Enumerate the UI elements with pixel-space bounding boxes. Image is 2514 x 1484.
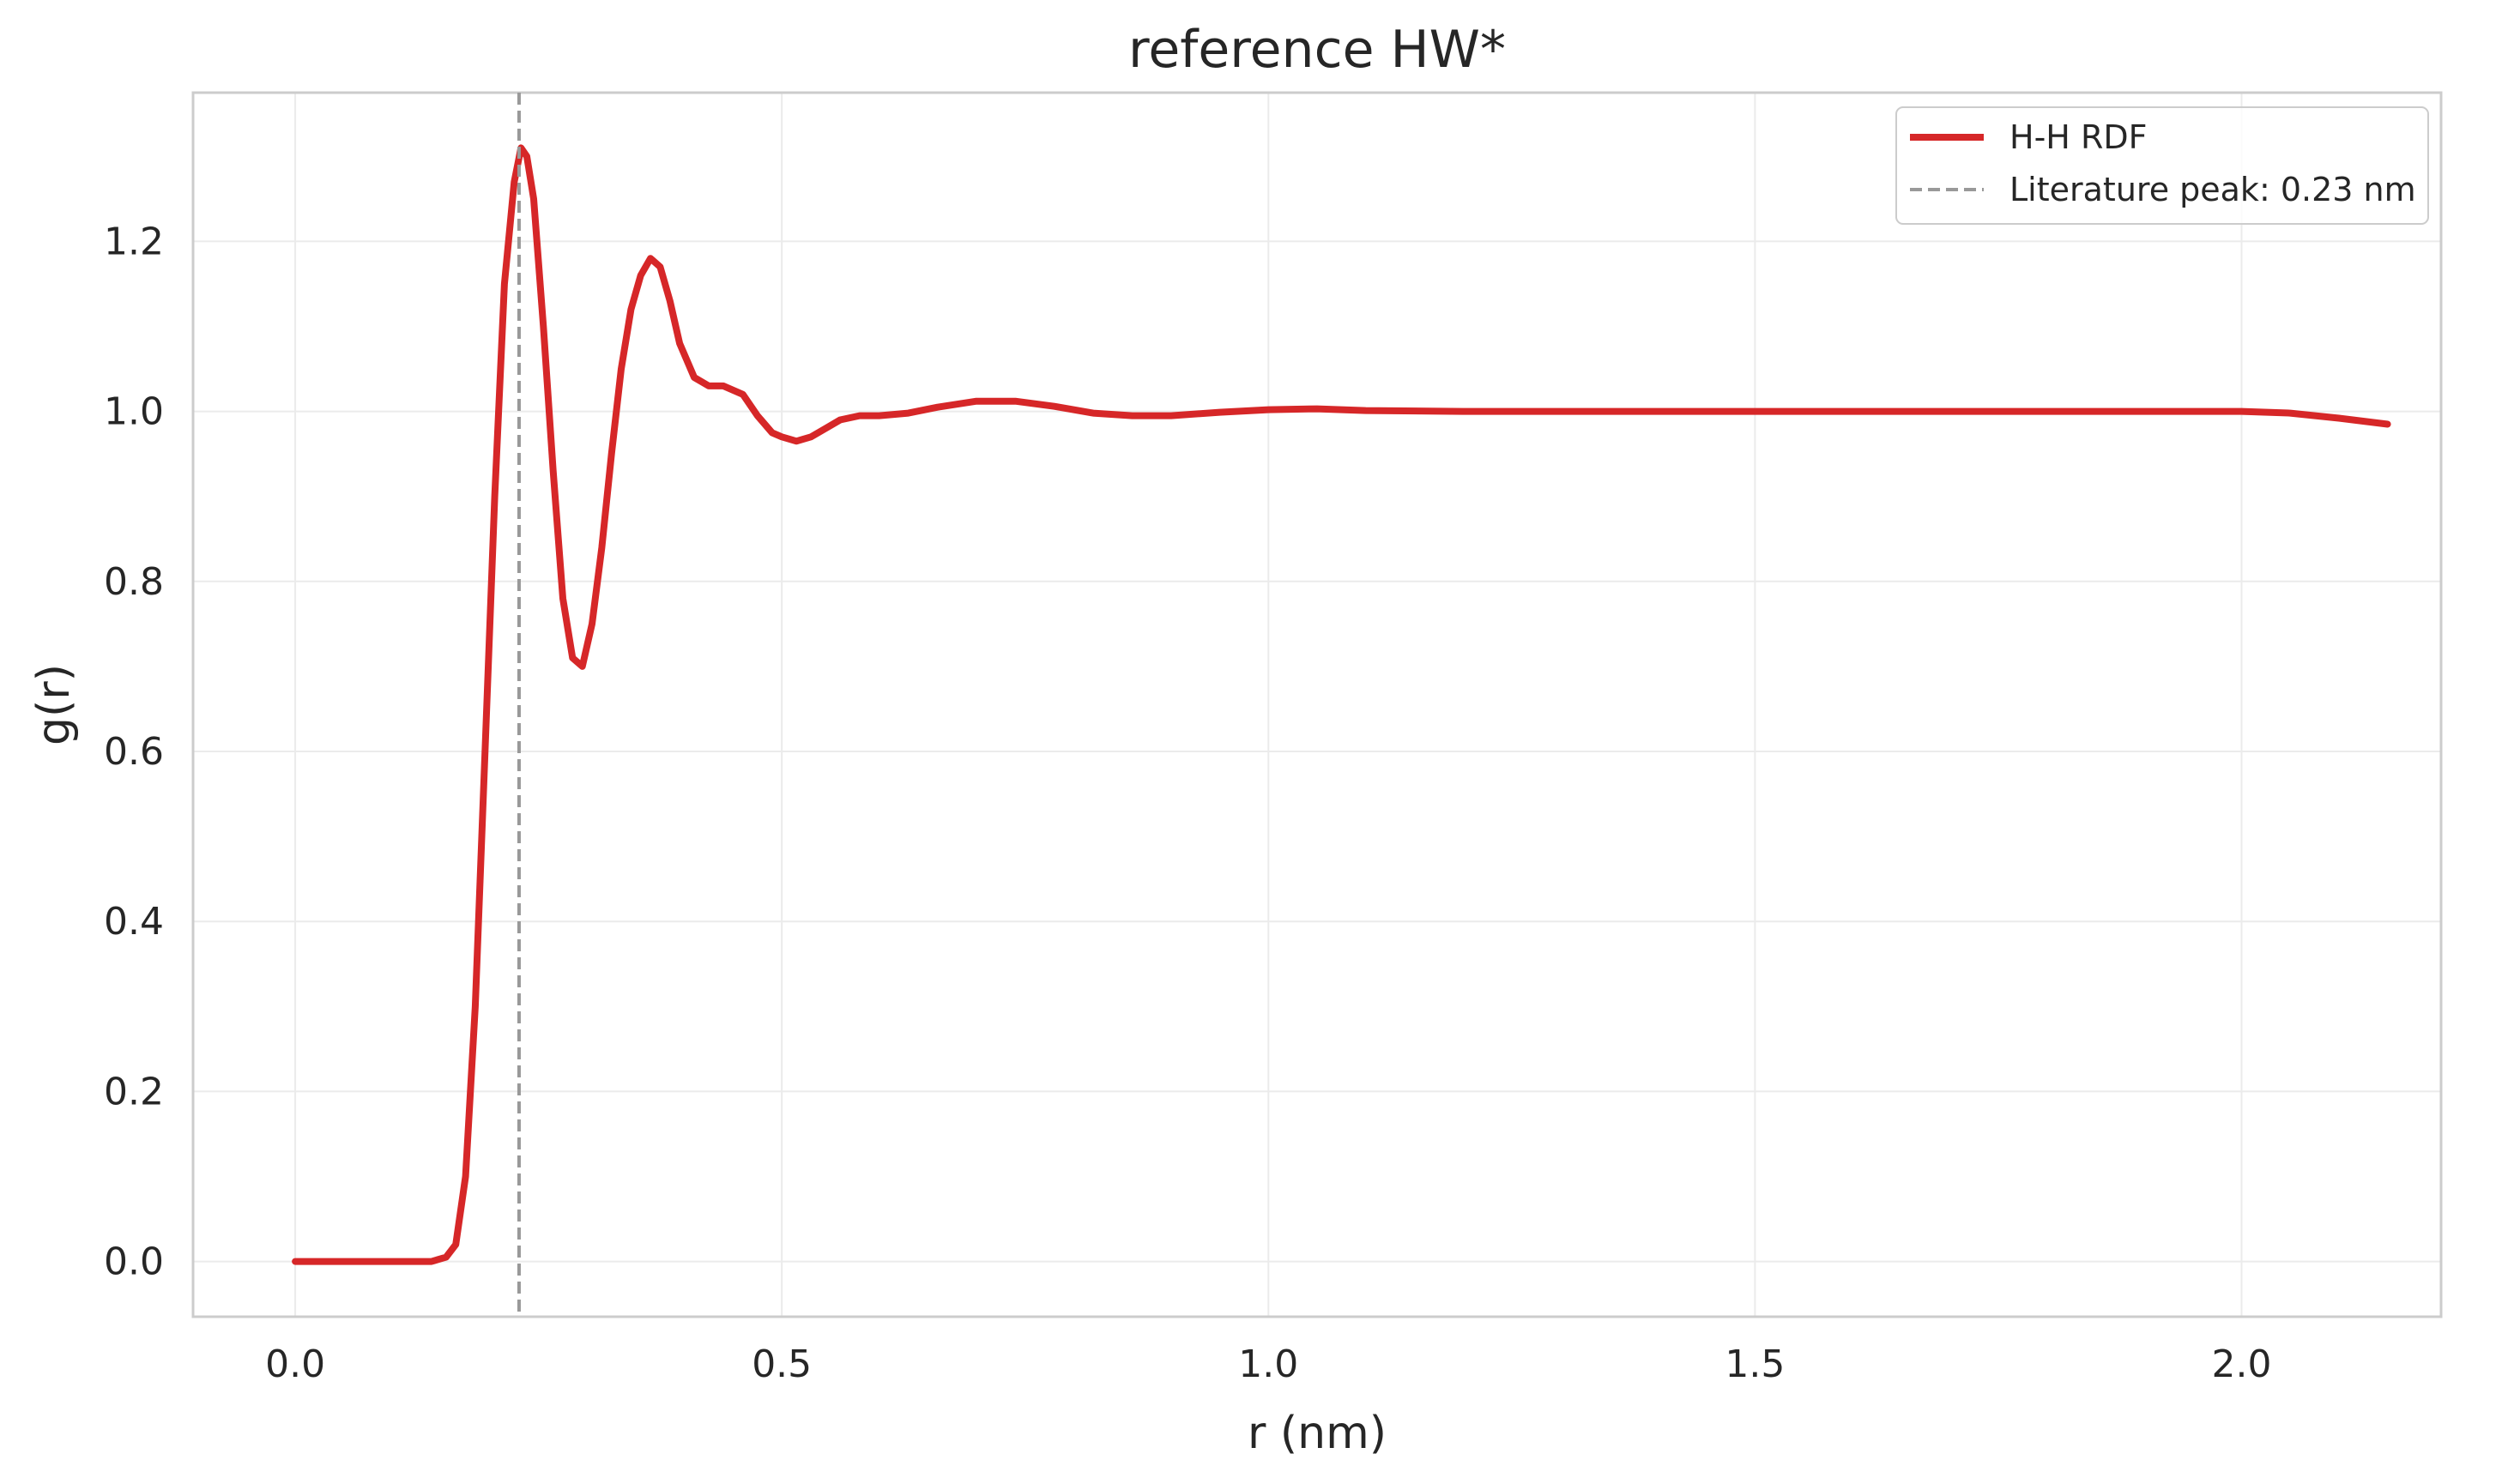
y-tick-label: 1.2 bbox=[104, 220, 164, 263]
x-tick-label: 1.5 bbox=[1725, 1342, 1785, 1386]
x-tick-label: 0.0 bbox=[265, 1342, 325, 1386]
y-tick-label: 0.6 bbox=[104, 730, 164, 774]
legend: H-H RDF Literature peak: 0.23 nm bbox=[1895, 106, 2429, 225]
legend-label-literature-peak: Literature peak: 0.23 nm bbox=[2009, 171, 2416, 208]
grid-lines bbox=[193, 93, 2441, 1317]
y-tick-label: 0.0 bbox=[104, 1240, 164, 1284]
x-axis-label: r (nm) bbox=[1248, 1408, 1387, 1459]
legend-box bbox=[1895, 106, 2429, 225]
legend-label-hh-rdf: H-H RDF bbox=[2009, 118, 2147, 156]
x-tick-label: 0.5 bbox=[752, 1342, 812, 1386]
x-tick-label: 1.0 bbox=[1238, 1342, 1298, 1386]
chart-title: reference HW* bbox=[1128, 20, 1506, 80]
tick-labels: 0.0 0.5 1.0 1.5 2.0 0.0 0.2 0.4 0.6 0.8 1.0 1.2 bbox=[104, 220, 2271, 1386]
y-tick-label: 0.2 bbox=[104, 1070, 164, 1113]
series-line-hh-rdf bbox=[292, 144, 2391, 1265]
y-tick-label: 1.0 bbox=[104, 390, 164, 434]
plot-frame bbox=[191, 91, 2443, 1318]
y-axis-label: g(r) bbox=[28, 664, 80, 745]
x-tick-label: 2.0 bbox=[2211, 1342, 2271, 1386]
y-tick-label: 0.4 bbox=[104, 900, 164, 944]
data-marks bbox=[292, 93, 2391, 1317]
y-tick-label: 0.8 bbox=[104, 560, 164, 604]
